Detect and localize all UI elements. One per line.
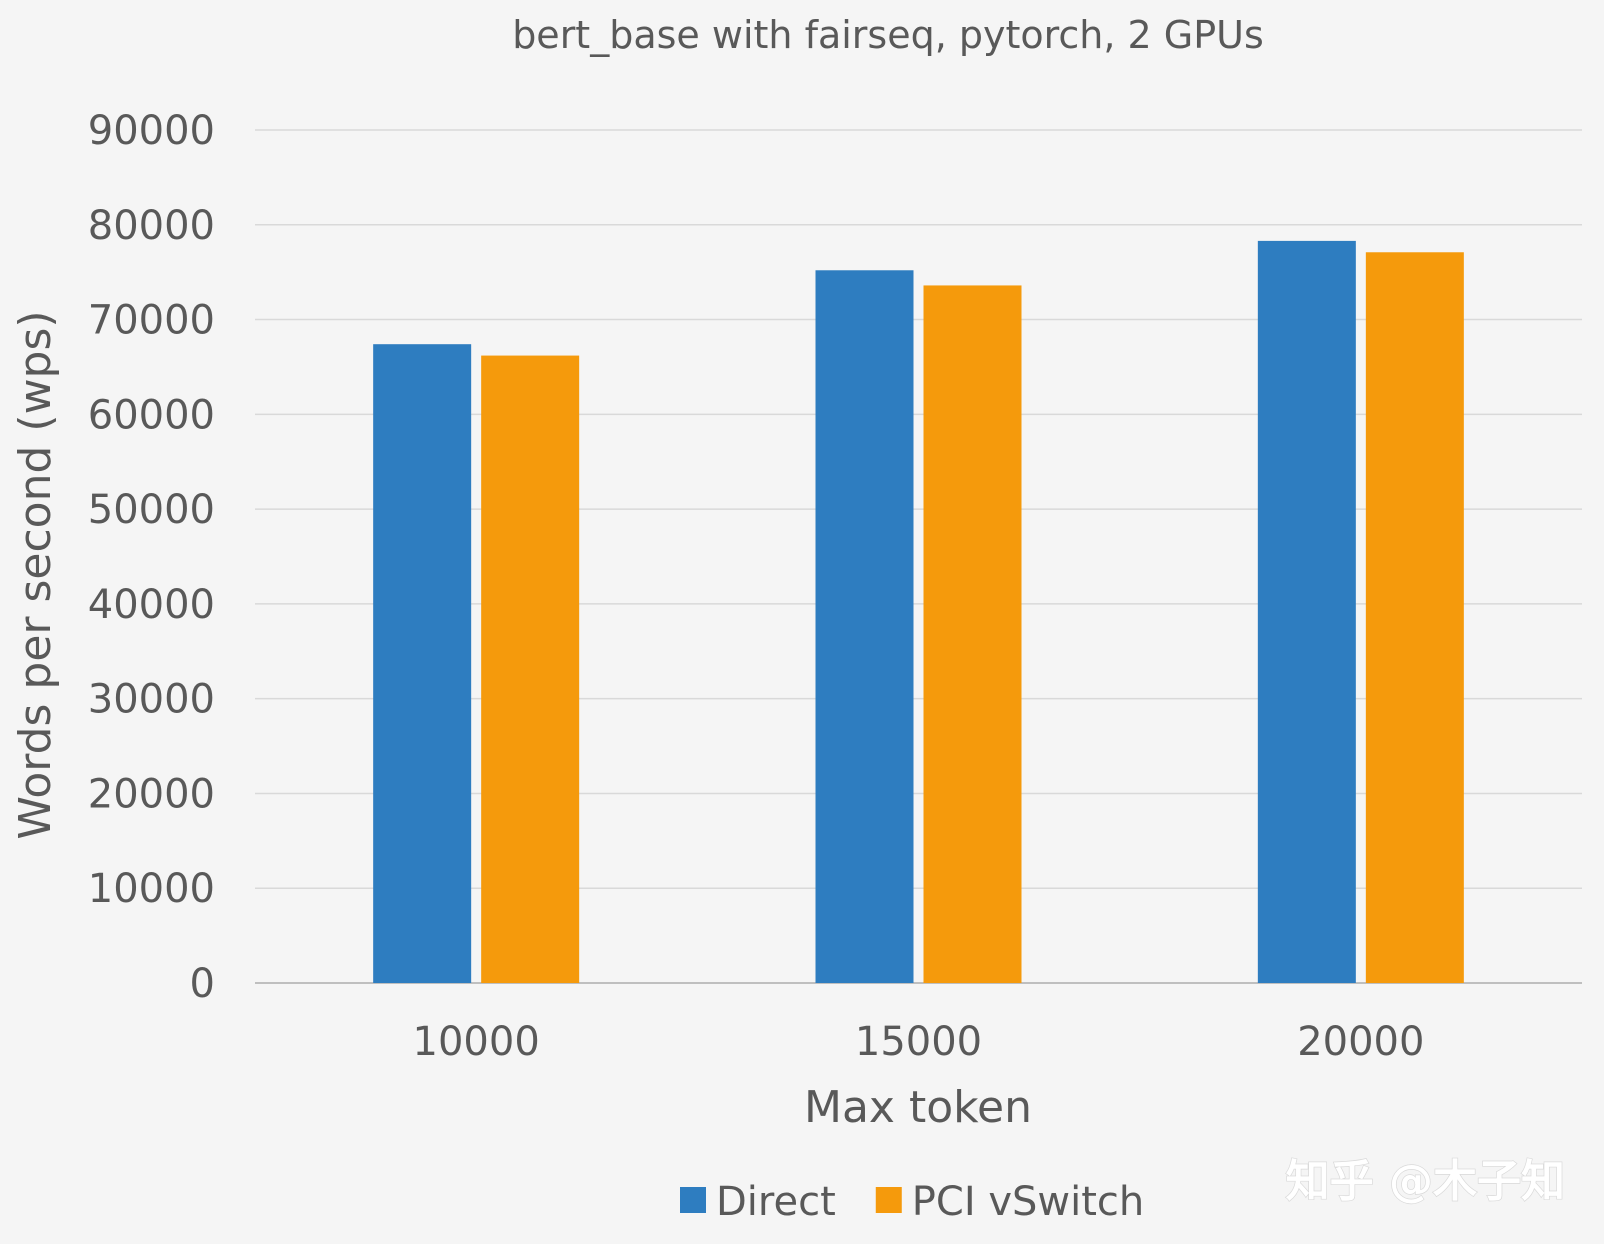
legend-label: Direct	[716, 1179, 836, 1225]
y-tick-label: 10000	[88, 866, 215, 912]
bars	[373, 240, 1464, 984]
x-tick-label: 10000	[413, 1019, 540, 1065]
x-axis-ticks: 10000 15000 20000	[413, 1019, 1425, 1065]
y-tick-label: 60000	[88, 392, 215, 438]
y-axis-title: Words per second (wps)	[10, 310, 61, 839]
y-tick-label: 40000	[88, 582, 215, 628]
x-tick-label: 15000	[855, 1019, 982, 1065]
x-axis-title: Max token	[804, 1082, 1032, 1133]
y-tick-label: 0	[190, 961, 215, 1007]
y-tick-label: 20000	[88, 771, 215, 817]
bar-pci-vswitch-10000	[481, 355, 580, 983]
y-tick-label: 80000	[88, 203, 215, 249]
x-tick-label: 20000	[1297, 1019, 1424, 1065]
gridlines	[255, 129, 1582, 984]
bar-direct-15000	[815, 270, 914, 983]
y-tick-label: 50000	[88, 487, 215, 533]
watermark: 知乎 @木子知	[1286, 1156, 1565, 1207]
legend-swatch-pci-vswitch	[875, 1187, 902, 1213]
y-tick-label: 70000	[88, 298, 215, 344]
legend: Direct PCI vSwitch	[680, 1179, 1144, 1225]
bar-pci-vswitch-20000	[1365, 252, 1464, 984]
legend-swatch-direct	[680, 1187, 706, 1213]
chart-title: bert_base with fairseq, pytorch, 2 GPUs	[512, 13, 1264, 57]
y-tick-label: 90000	[88, 108, 215, 154]
y-tick-label: 30000	[88, 677, 215, 723]
bar-direct-20000	[1257, 240, 1356, 983]
legend-label: PCI vSwitch	[912, 1179, 1144, 1225]
bar-direct-10000	[373, 344, 472, 984]
bar-pci-vswitch-15000	[923, 285, 1022, 983]
y-axis-ticks: 0 10000 20000 30000 40000 50000 60000 70000 8000…	[88, 108, 215, 1007]
